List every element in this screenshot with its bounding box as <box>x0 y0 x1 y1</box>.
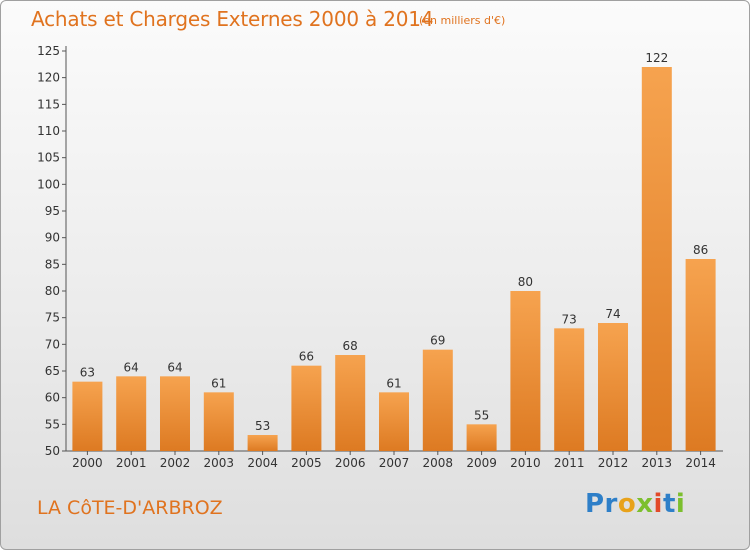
x-tick-label: 2013 <box>642 456 673 470</box>
x-tick-label: 2000 <box>72 456 103 470</box>
bar-value-label: 86 <box>693 243 708 257</box>
bar <box>291 365 322 451</box>
x-tick-label: 2002 <box>160 456 191 470</box>
y-tick-label: 80 <box>45 284 60 298</box>
y-tick-label: 90 <box>45 231 60 245</box>
bar-value-label: 61 <box>211 376 226 390</box>
bar-value-label: 53 <box>255 419 270 433</box>
bar-value-label: 61 <box>386 376 401 390</box>
bar-value-label: 66 <box>299 350 314 364</box>
bar-value-label: 74 <box>605 307 620 321</box>
x-tick-label: 2008 <box>423 456 454 470</box>
bar <box>203 392 234 451</box>
chart-subtitle: (en milliers d'€) <box>419 14 506 27</box>
bar <box>510 291 541 451</box>
bar-value-label: 73 <box>562 312 577 326</box>
proxiti-logo: Proxiti <box>585 489 686 519</box>
bar <box>335 355 366 451</box>
bar <box>247 435 278 451</box>
bar-value-label: 68 <box>343 339 358 353</box>
y-tick-label: 50 <box>45 444 60 458</box>
y-tick-label: 125 <box>37 44 60 58</box>
chart-title: Achats et Charges Externes 2000 à 2014 <box>31 7 434 31</box>
y-tick-label: 85 <box>45 257 60 271</box>
x-tick-label: 2001 <box>116 456 147 470</box>
x-tick-label: 2009 <box>466 456 497 470</box>
y-tick-label: 65 <box>45 364 60 378</box>
y-tick-label: 105 <box>37 151 60 165</box>
y-tick-label: 115 <box>37 97 60 111</box>
y-tick-label: 95 <box>45 204 60 218</box>
bar <box>598 323 628 451</box>
bar <box>554 328 585 451</box>
bar <box>466 424 497 451</box>
x-tick-label: 2004 <box>247 456 278 470</box>
y-tick-label: 75 <box>45 311 60 325</box>
y-tick-label: 120 <box>37 71 60 85</box>
x-tick-label: 2011 <box>554 456 585 470</box>
y-tick-label: 70 <box>45 337 60 351</box>
bar <box>641 67 672 451</box>
x-tick-label: 2006 <box>335 456 366 470</box>
bar <box>422 349 453 451</box>
x-tick-label: 2014 <box>685 456 716 470</box>
bar-value-label: 80 <box>518 275 533 289</box>
bar-value-label: 64 <box>124 360 139 374</box>
x-tick-label: 2007 <box>379 456 410 470</box>
bar <box>116 376 147 451</box>
x-tick-label: 2010 <box>510 456 541 470</box>
y-tick-label: 55 <box>45 417 60 431</box>
x-tick-label: 2003 <box>204 456 235 470</box>
bar <box>685 259 716 451</box>
place-name: LA CôTE-D'ARBROZ <box>37 497 223 519</box>
x-tick-label: 2012 <box>598 456 629 470</box>
y-tick-label: 110 <box>37 124 60 138</box>
x-tick-label: 2005 <box>291 456 322 470</box>
bar <box>379 392 409 451</box>
bar-value-label: 64 <box>167 360 182 374</box>
y-tick-label: 100 <box>37 177 60 191</box>
bar <box>160 376 190 451</box>
bar-value-label: 55 <box>474 408 489 422</box>
y-tick-label: 60 <box>45 391 60 405</box>
bar <box>72 381 103 451</box>
bar-value-label: 63 <box>80 366 95 380</box>
bar-value-label: 69 <box>430 334 445 348</box>
bar-value-label: 122 <box>645 51 668 65</box>
